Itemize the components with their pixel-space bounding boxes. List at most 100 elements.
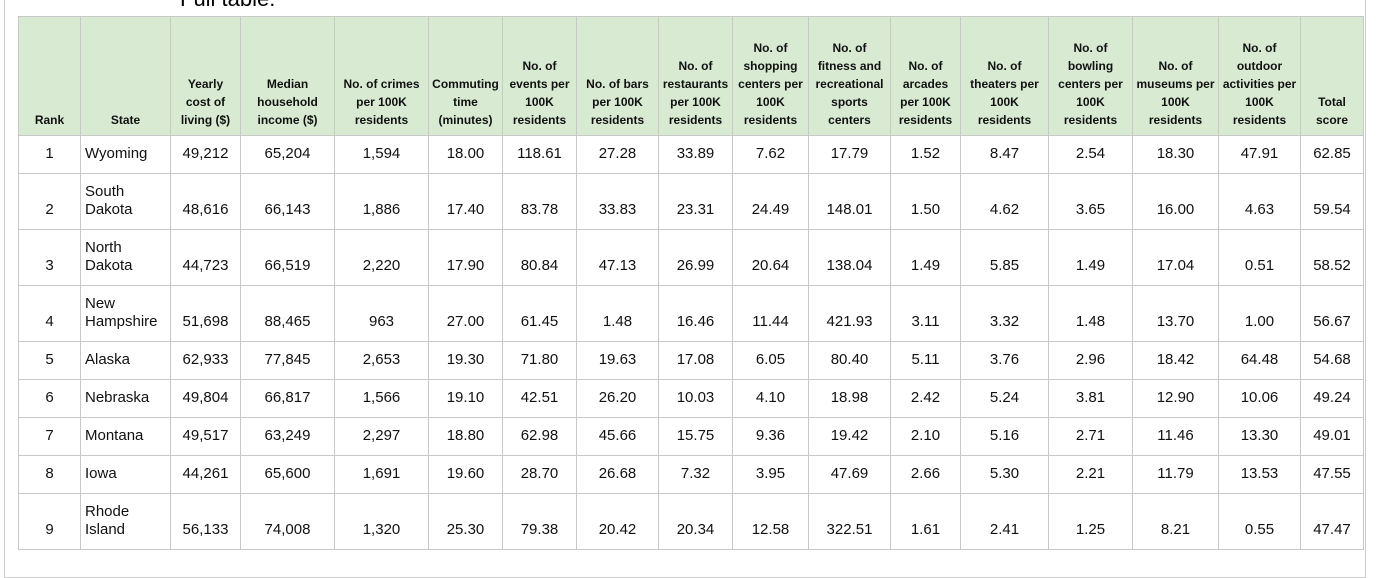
caption: Full table:	[180, 0, 275, 12]
table-cell: 23.31	[658, 173, 733, 230]
table-cell: 28.70	[502, 455, 577, 494]
table-cell: 7.32	[658, 455, 733, 494]
table-cell: 3.95	[732, 455, 809, 494]
header-row: Rank State Yearly cost of living ($) Median…	[18, 16, 1364, 136]
column-header: No. of shopping centers per 100K residen…	[732, 16, 809, 136]
state-cell: Nebraska	[80, 379, 171, 418]
table-cell: 49.24	[1300, 379, 1364, 418]
table-cell: 2.41	[960, 493, 1049, 550]
table-row: 1 Wyoming 49,212 65,204 1,594 18.00 118.61 27.2…	[18, 135, 1364, 174]
state-cell: Iowa	[80, 455, 171, 494]
table-cell: 47.91	[1218, 135, 1301, 174]
column-header: Median household income ($)	[240, 16, 335, 136]
table-cell: 66,817	[240, 379, 335, 418]
table-cell: 88,465	[240, 285, 335, 342]
table-cell: 80.40	[808, 341, 891, 380]
table-cell: 5.11	[890, 341, 961, 380]
table-cell: 44,261	[170, 455, 241, 494]
table-cell: 64.48	[1218, 341, 1301, 380]
table: Rank State Yearly cost of living ($) Median…	[18, 16, 1364, 550]
table-cell: 8	[18, 455, 81, 494]
table-cell: 27.28	[576, 135, 659, 174]
table-cell: 138.04	[808, 229, 891, 286]
table-cell: 12.90	[1132, 379, 1219, 418]
column-header: Commuting time (minutes)	[428, 16, 503, 136]
table-cell: 8.21	[1132, 493, 1219, 550]
table-cell: 47.55	[1300, 455, 1364, 494]
column-header: No. of museums per 100K residents	[1132, 16, 1219, 136]
table-cell: 7.62	[732, 135, 809, 174]
table-cell: 963	[334, 285, 429, 342]
table-cell: 25.30	[428, 493, 503, 550]
table-cell: 1,691	[334, 455, 429, 494]
table-cell: 65,600	[240, 455, 335, 494]
table-cell: 2.66	[890, 455, 961, 494]
table-cell: 13.30	[1218, 417, 1301, 456]
state-cell: North Dakota	[80, 229, 171, 286]
table-cell: 7	[18, 417, 81, 456]
table-cell: 5.24	[960, 379, 1049, 418]
table-cell: 3	[18, 229, 81, 286]
state-cell: South Dakota	[80, 173, 171, 230]
table-cell: 2.96	[1048, 341, 1133, 380]
table-cell: 19.42	[808, 417, 891, 456]
table-cell: 27.00	[428, 285, 503, 342]
table-cell: 2.54	[1048, 135, 1133, 174]
table-row: 7 Montana 49,517 63,249 2,297 18.80 62.98 45.66…	[18, 417, 1364, 456]
table-cell: 6.05	[732, 341, 809, 380]
table-cell: 3.11	[890, 285, 961, 342]
table-cell: 10.03	[658, 379, 733, 418]
table-cell: 18.80	[428, 417, 503, 456]
column-header: No. of events per 100K residents	[502, 16, 577, 136]
table-cell: 4.10	[732, 379, 809, 418]
table-cell: 47.13	[576, 229, 659, 286]
column-header: No. of bars per 100K residents	[576, 16, 659, 136]
table-cell: 148.01	[808, 173, 891, 230]
table-cell: 17.08	[658, 341, 733, 380]
table-cell: 4.63	[1218, 173, 1301, 230]
table-cell: 2.71	[1048, 417, 1133, 456]
table-cell: 9	[18, 493, 81, 550]
table-cell: 49,517	[170, 417, 241, 456]
table-cell: 26.20	[576, 379, 659, 418]
table-cell: 62.85	[1300, 135, 1364, 174]
table-cell: 47.69	[808, 455, 891, 494]
table-cell: 54.68	[1300, 341, 1364, 380]
table-cell: 3.65	[1048, 173, 1133, 230]
table-cell: 1.48	[1048, 285, 1133, 342]
table-cell: 61.45	[502, 285, 577, 342]
column-header: No. of fitness and recreational sports c…	[808, 16, 891, 136]
table-cell: 13.53	[1218, 455, 1301, 494]
table-cell: 1	[18, 135, 81, 174]
table-cell: 12.58	[732, 493, 809, 550]
state-cell: Montana	[80, 417, 171, 456]
table-body: 1 Wyoming 49,212 65,204 1,594 18.00 118.61 27.2…	[18, 135, 1364, 550]
table-cell: 2.21	[1048, 455, 1133, 494]
table-cell: 71.80	[502, 341, 577, 380]
column-header: No. of arcades per 100K residents	[890, 16, 961, 136]
table-cell: 5.16	[960, 417, 1049, 456]
table-cell: 33.83	[576, 173, 659, 230]
table-cell: 1.25	[1048, 493, 1133, 550]
table-cell: 15.75	[658, 417, 733, 456]
table-cell: 33.89	[658, 135, 733, 174]
table-row: 9 Rhode Island 56,133 74,008 1,320 25.30 79.38…	[18, 493, 1364, 550]
table-cell: 4.62	[960, 173, 1049, 230]
table-row: 6 Nebraska 49,804 66,817 1,566 19.10 42.51 26.2…	[18, 379, 1364, 418]
table-cell: 63,249	[240, 417, 335, 456]
table-cell: 16.46	[658, 285, 733, 342]
table-cell: 1.48	[576, 285, 659, 342]
table-cell: 17.40	[428, 173, 503, 230]
table-cell: 16.00	[1132, 173, 1219, 230]
table-cell: 1,320	[334, 493, 429, 550]
table-cell: 421.93	[808, 285, 891, 342]
column-header: Rank	[18, 16, 81, 136]
table-cell: 66,519	[240, 229, 335, 286]
table-cell: 65,204	[240, 135, 335, 174]
table-cell: 1.49	[1048, 229, 1133, 286]
table-cell: 80.84	[502, 229, 577, 286]
state-cell: Alaska	[80, 341, 171, 380]
table-cell: 8.47	[960, 135, 1049, 174]
table-cell: 4	[18, 285, 81, 342]
table-cell: 118.61	[502, 135, 577, 174]
